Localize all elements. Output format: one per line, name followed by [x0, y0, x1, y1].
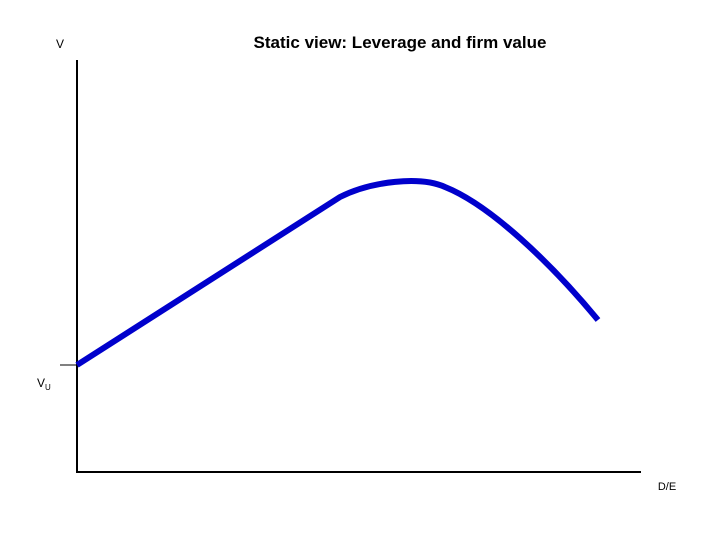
reference-label-main: V: [37, 376, 45, 390]
reference-label: VU: [37, 376, 51, 392]
title: Static view: Leverage and firm value: [254, 33, 547, 52]
y-axis-label: V: [56, 37, 64, 51]
value-curve: [75, 178, 601, 368]
reference-label-subscript: U: [45, 383, 51, 392]
x-axis-label: D/E: [658, 481, 676, 493]
